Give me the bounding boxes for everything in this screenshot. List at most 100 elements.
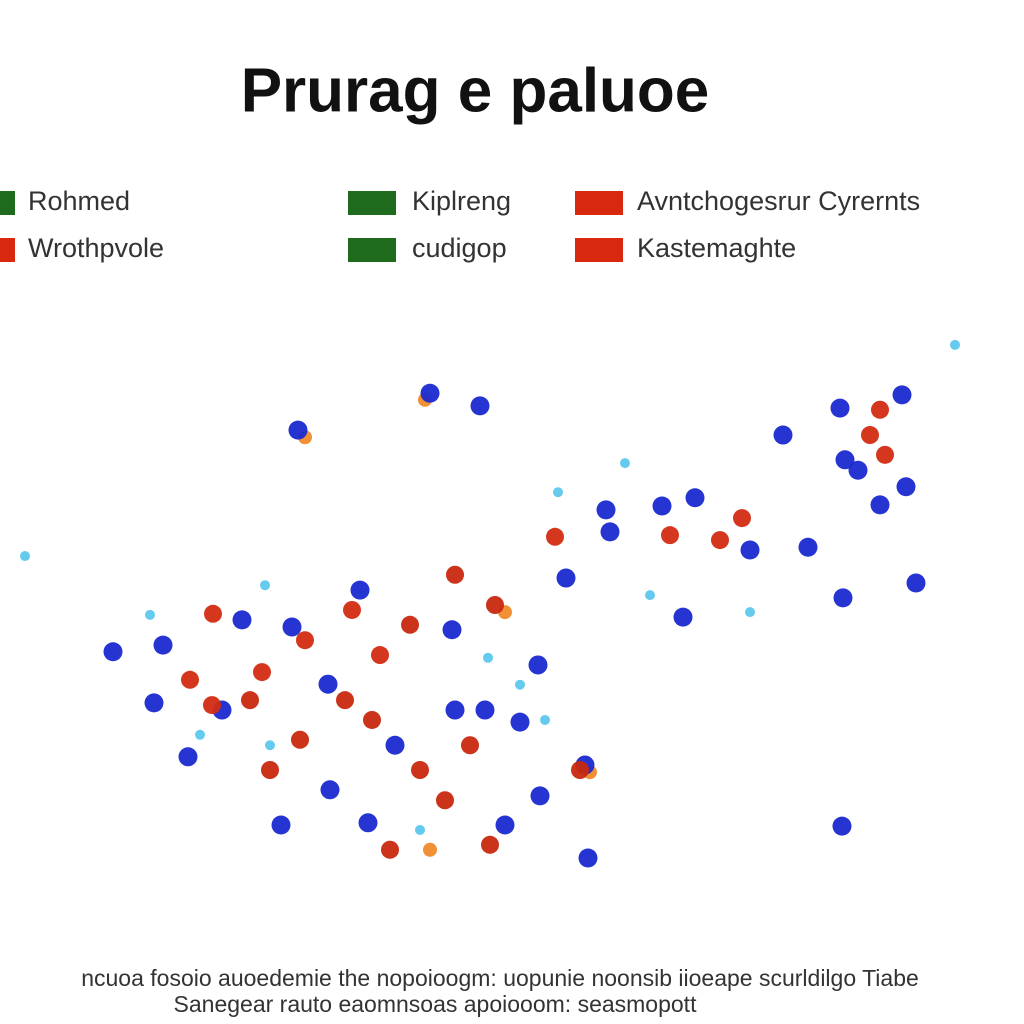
scatter-point bbox=[745, 607, 755, 618]
scatter-point bbox=[288, 420, 308, 440]
scatter-point bbox=[848, 460, 868, 480]
scatter-point bbox=[261, 761, 279, 779]
legend: Rohmed Wrothpvole Kiplreng cudigop Avntchoge… bbox=[0, 186, 920, 263]
scatter-point bbox=[483, 652, 493, 663]
scatter-point bbox=[620, 458, 630, 469]
scatter-point bbox=[203, 696, 221, 715]
scatter-point bbox=[20, 551, 30, 562]
scatter-point bbox=[204, 604, 222, 623]
footer-text: Sanegear rauto eaomnsoas apoiooom: seasm… bbox=[174, 991, 698, 1017]
scatter-point bbox=[145, 609, 155, 620]
scatter-point bbox=[481, 835, 499, 854]
scatter-point bbox=[411, 761, 429, 779]
scatter-point bbox=[103, 642, 123, 662]
scatter-point bbox=[596, 500, 616, 520]
scatter-point bbox=[645, 590, 655, 601]
scatter-point bbox=[896, 477, 916, 497]
scatter-point bbox=[571, 761, 589, 779]
scatter-point bbox=[546, 527, 564, 546]
scatter-point bbox=[871, 400, 889, 419]
scatter-point bbox=[343, 600, 361, 619]
scatter-point bbox=[711, 531, 729, 550]
scatter-point bbox=[265, 740, 275, 751]
legend-swatch bbox=[348, 238, 396, 262]
scatter-point bbox=[241, 691, 259, 710]
footer-text: ncuoa fosoio auoedemie the nopoioogm: uo… bbox=[81, 965, 919, 991]
scatter-point bbox=[528, 655, 548, 675]
plot-area bbox=[20, 339, 960, 868]
scatter-point bbox=[381, 840, 399, 859]
scatter-point bbox=[181, 670, 199, 689]
scatter-point bbox=[892, 385, 912, 405]
scatter-point bbox=[553, 487, 563, 498]
scatter-point bbox=[260, 580, 270, 591]
scatter-point bbox=[253, 663, 271, 682]
legend-swatch bbox=[348, 191, 396, 215]
scatter-point bbox=[495, 815, 515, 835]
scatter-point bbox=[832, 816, 852, 836]
scatter-point bbox=[578, 848, 598, 868]
scatter-point bbox=[773, 425, 793, 445]
legend-swatch bbox=[0, 238, 15, 262]
scatter-point bbox=[446, 565, 464, 584]
scatter-point bbox=[350, 580, 370, 600]
chart-title: Prurag e paluoe bbox=[241, 56, 710, 125]
scatter-point bbox=[318, 674, 338, 694]
scatter-point bbox=[371, 646, 389, 665]
scatter-point bbox=[461, 736, 479, 755]
scatter-point bbox=[420, 383, 440, 403]
scatter-point bbox=[685, 488, 705, 508]
scatter-point bbox=[178, 747, 198, 767]
scatter-point bbox=[296, 631, 314, 650]
scatter-point bbox=[282, 617, 302, 637]
scatter-point bbox=[475, 700, 495, 720]
scatter-point bbox=[798, 537, 818, 557]
scatter-point bbox=[835, 450, 855, 470]
legend-swatch bbox=[575, 191, 623, 215]
scatter-point bbox=[153, 635, 173, 655]
scatter-point bbox=[271, 815, 291, 835]
scatter-point bbox=[950, 339, 960, 350]
scatter-point bbox=[336, 691, 354, 710]
scatter-point bbox=[515, 679, 525, 690]
scatter-point bbox=[740, 540, 760, 560]
scatter-point bbox=[320, 780, 340, 800]
scatter-point bbox=[556, 568, 576, 588]
scatter-point bbox=[830, 398, 850, 418]
scatter-point bbox=[486, 596, 504, 614]
scatter-point bbox=[358, 813, 378, 833]
scatter-point bbox=[733, 509, 751, 528]
legend-swatch bbox=[0, 191, 15, 215]
legend-label: Avntchogesrur Cyrernts bbox=[637, 186, 920, 216]
legend-label: Kastemaghte bbox=[637, 233, 796, 263]
scatter-point bbox=[442, 620, 462, 640]
scatter-point bbox=[423, 842, 437, 857]
scatter-point bbox=[385, 735, 405, 755]
scatter-point bbox=[530, 786, 550, 806]
scatter-point bbox=[291, 730, 309, 749]
scatter-point bbox=[876, 445, 894, 464]
scatter-point bbox=[906, 573, 926, 593]
scatter-point bbox=[661, 526, 679, 545]
scatter-point bbox=[600, 522, 620, 542]
scatter-point bbox=[861, 426, 879, 445]
scatter-point bbox=[415, 824, 425, 835]
legend-label: cudigop bbox=[412, 233, 507, 263]
scatter-point bbox=[510, 712, 530, 732]
legend-label: Wrothpvole bbox=[28, 233, 164, 263]
scatter-point bbox=[870, 495, 890, 515]
legend-swatch bbox=[575, 238, 623, 262]
scatter-point bbox=[540, 714, 550, 725]
scatter-point bbox=[673, 607, 693, 627]
legend-label: Kiplreng bbox=[412, 186, 511, 216]
scatter-point bbox=[436, 791, 454, 810]
scatter-point bbox=[652, 496, 672, 516]
scatter-point bbox=[232, 610, 252, 630]
scatter-point bbox=[470, 396, 490, 416]
scatter-point bbox=[833, 588, 853, 608]
scatter-point bbox=[195, 729, 205, 740]
scatter-point bbox=[363, 710, 381, 729]
scatter-point bbox=[445, 700, 465, 720]
scatter-point bbox=[401, 615, 419, 634]
